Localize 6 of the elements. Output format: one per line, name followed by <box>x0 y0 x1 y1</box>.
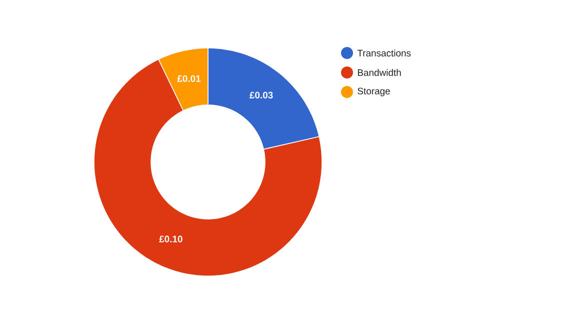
legend-label: Storage <box>358 88 390 96</box>
data-label: £0.10 <box>159 236 182 242</box>
data-label: £0.03 <box>250 92 273 99</box>
legend-label: Bandwidth <box>358 69 401 76</box>
data-label: £0.01 <box>177 75 201 82</box>
legend-label: Transactions <box>357 50 411 56</box>
